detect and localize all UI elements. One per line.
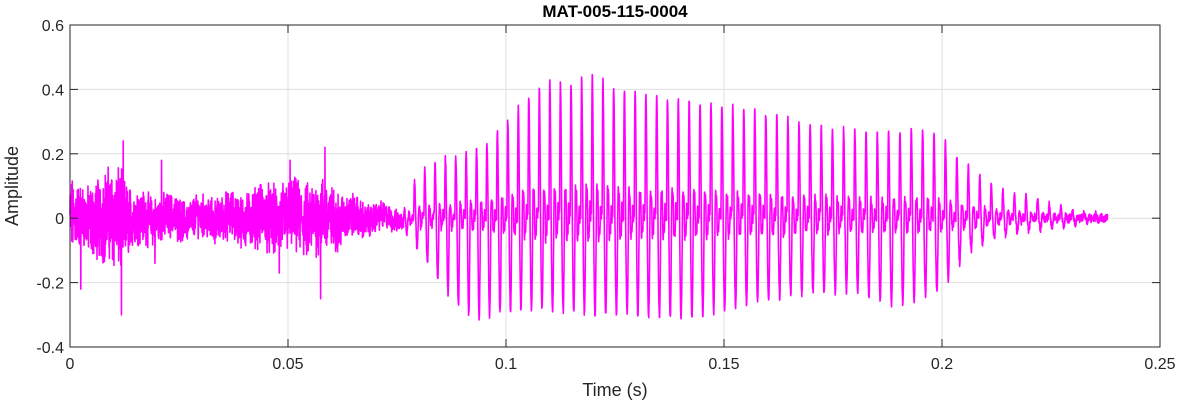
- x-tick-label: 0.1: [495, 356, 517, 373]
- x-tick-label: 0: [66, 356, 75, 373]
- y-tick-label: 0.6: [42, 18, 64, 35]
- x-tick-label: 0.15: [708, 356, 739, 373]
- x-axis-label: Time (s): [582, 380, 647, 400]
- axes-box: [69, 24, 1161, 348]
- y-tick-label: 0.4: [42, 82, 64, 99]
- axis-ticks: 0 0.05 0.1 0.15 0.2 0.25 -0.4 -0.2 0 0.2 0.4 0.6: [36, 18, 1175, 373]
- x-tick-label: 0.25: [1144, 356, 1175, 373]
- x-tick-label: 0.05: [272, 356, 303, 373]
- waveform-line: [69, 73, 1109, 321]
- x-tick-label: 0.2: [931, 356, 953, 373]
- chart-title: MAT-005-115-0004: [542, 2, 688, 21]
- series-layer: [69, 73, 1109, 321]
- y-axis-label: Amplitude: [2, 146, 22, 226]
- y-tick-label: -0.4: [36, 340, 64, 357]
- y-tick-label: 0.2: [42, 147, 64, 164]
- y-tick-label: 0: [55, 211, 64, 228]
- y-tick-label: -0.2: [36, 276, 64, 293]
